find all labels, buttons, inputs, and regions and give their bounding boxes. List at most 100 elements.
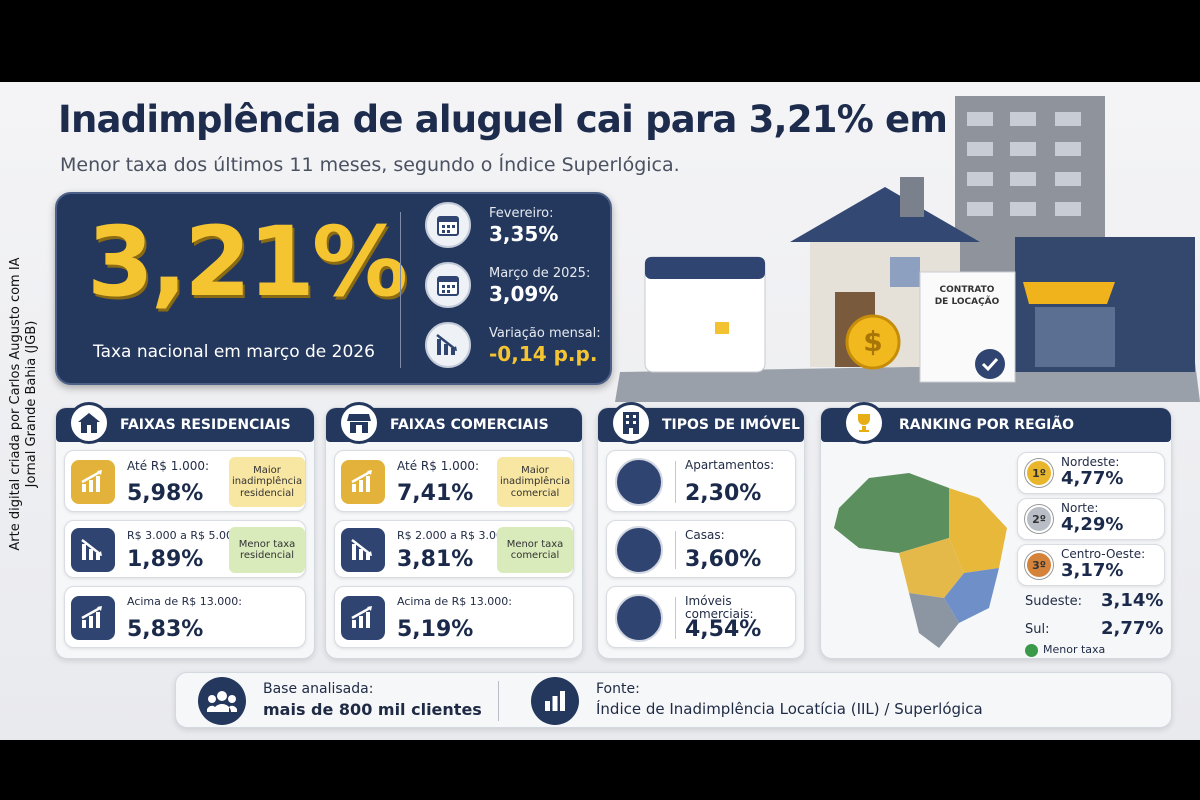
row-badge: Maior inadimplência comercial	[497, 457, 573, 507]
rank-name: Centro-Oeste:	[1061, 547, 1146, 561]
hero-item-value: 3,35%	[489, 222, 559, 246]
row-icon	[71, 460, 115, 504]
row-icon	[341, 528, 385, 572]
hero-caption: Taxa nacional em março de 2026	[93, 342, 375, 362]
ranking-note: Menor taxa	[1043, 643, 1106, 656]
row-badge: Maior inadimplência residencial	[229, 457, 305, 507]
infographic: Arte digital criada por Carlos Augusto c…	[0, 82, 1200, 740]
hero-icon	[425, 262, 471, 308]
title: Inadimplência de aluguel cai para 3,21% …	[58, 98, 1085, 141]
row-label: Até R$ 1.000:	[397, 459, 480, 473]
row-icon	[341, 596, 385, 640]
awning	[1023, 282, 1115, 304]
hero-item-label: Março de 2025:	[489, 266, 591, 281]
row-badge: Menor taxa comercial	[497, 527, 573, 573]
row-label: R$ 3.000 a R$ 5.000:	[127, 529, 244, 542]
rank-name: Nordeste:	[1061, 455, 1120, 469]
panel: TIPOS DE IMÓVEL Apartamentos: 2,30% Casas: 3…	[597, 402, 805, 659]
hero-item-label: Variação mensal:	[489, 326, 601, 341]
hero-item-value: 3,09%	[489, 282, 559, 306]
ranking-panel: RANKING POR REGIÃO 1º Nordeste: 4,77% 2º Nor…	[820, 402, 1172, 659]
tab-icon	[843, 402, 885, 444]
rank-medal: 3º	[1025, 551, 1053, 579]
subtitle: Menor taxa dos últimos 11 meses, segundo…	[60, 154, 680, 176]
row-value: 4,54%	[685, 617, 762, 642]
row-card: Até R$ 1.000: 7,41% Maior inadimplência co…	[334, 450, 574, 512]
hero-item-value: -0,14 p.p.	[489, 342, 598, 366]
base-value: mais de 800 mil clientes	[263, 700, 482, 719]
row-value: 2,30%	[685, 481, 762, 506]
row-badge: Menor taxa residencial	[229, 527, 305, 573]
row-icon	[615, 594, 663, 642]
base-label: Base analisada:	[263, 681, 374, 697]
rank-name: Sudeste:	[1025, 594, 1082, 609]
rank-name: Norte:	[1061, 501, 1099, 515]
row-card: Apartamentos: 2,30%	[606, 450, 796, 512]
divider	[400, 212, 401, 368]
chart-icon	[531, 677, 579, 725]
source-label: Fonte:	[596, 681, 640, 697]
contract-text: DE LOCAÇÃO	[935, 296, 1000, 307]
row-card: R$ 2.000 a R$ 3.000: 3,81% Menor taxa come…	[334, 520, 574, 578]
contract-text: CONTRATO	[940, 285, 995, 295]
hero-icon	[425, 202, 471, 248]
row-icon	[71, 528, 115, 572]
note-check	[1025, 644, 1038, 657]
panel-title: FAIXAS RESIDENCIAIS	[120, 417, 291, 433]
row-value: 3,60%	[685, 547, 762, 572]
calendar-top	[645, 257, 765, 279]
row-label: Imóveis comerciais:	[685, 594, 754, 622]
credit: Arte digital criada por Carlos Augusto c…	[8, 224, 52, 584]
row-card: Imóveis comerciais: 4,54%	[606, 586, 796, 648]
footer: Base analisada: mais de 800 mil clientes…	[175, 672, 1172, 728]
row-value: 5,83%	[127, 617, 204, 642]
row-card: Casas: 3,60%	[606, 520, 796, 578]
row-label: R$ 2.000 a R$ 3.000:	[397, 529, 514, 542]
roof	[790, 187, 980, 242]
rank-value: 4,29%	[1061, 514, 1124, 535]
row-card: Acima de R$ 13.000: 5,19%	[334, 586, 574, 648]
tower-windows	[967, 112, 1081, 216]
rank-value: 4,77%	[1061, 468, 1124, 489]
credit-line: Arte digital criada por Carlos Augusto c…	[8, 257, 23, 551]
row-value: 1,89%	[127, 547, 204, 572]
illustration: $ CONTRATO DE LOCAÇÃO	[615, 96, 1200, 402]
row-value: 5,19%	[397, 617, 474, 642]
row-icon	[71, 596, 115, 640]
tab-icon	[338, 402, 380, 444]
rank-medal: 2º	[1025, 505, 1053, 533]
house-window	[890, 257, 920, 287]
row-label: Casas:	[685, 528, 725, 542]
credit-line: Jornal Grande Bahia (JGB)	[24, 320, 40, 488]
row-label: Apartamentos:	[685, 458, 775, 472]
ranking-title: RANKING POR REGIÃO	[899, 417, 1075, 433]
row-card: Acima de R$ 13.000: 5,83%	[64, 586, 306, 648]
row-label: Acima de R$ 13.000:	[127, 595, 242, 608]
chimney	[900, 177, 924, 217]
check	[975, 349, 1005, 379]
source-value: Índice de Inadimplência Locatícia (IIL) …	[596, 700, 983, 718]
hero-item-label: Fevereiro:	[489, 206, 554, 221]
calendar-mark	[715, 322, 729, 334]
row-value: 5,98%	[127, 481, 204, 506]
divider	[675, 461, 676, 503]
hero-icon	[425, 322, 471, 368]
rank-name: Sul:	[1025, 622, 1050, 637]
hero-value: 3,21%	[87, 206, 408, 318]
divider	[498, 681, 499, 721]
coin	[845, 314, 901, 370]
coin-symbol: $	[863, 325, 882, 358]
row-value: 7,41%	[397, 481, 474, 506]
row-label: Acima de R$ 13.000:	[397, 595, 512, 608]
row-label: Até R$ 1.000:	[127, 459, 210, 473]
row-value: 3,81%	[397, 547, 474, 572]
people-icon	[198, 677, 246, 725]
map	[834, 473, 1007, 648]
panel: FAIXAS COMERCIAIS Até R$ 1.000: 7,41% Maior…	[325, 402, 583, 659]
row-card: R$ 3.000 a R$ 5.000: 1,89% Menor taxa resi…	[64, 520, 306, 578]
tab-icon	[68, 402, 110, 444]
tab-icon	[610, 402, 652, 444]
hero-box: 3,21% Taxa nacional em março de 2026 Fev…	[55, 192, 612, 385]
row-icon	[341, 460, 385, 504]
